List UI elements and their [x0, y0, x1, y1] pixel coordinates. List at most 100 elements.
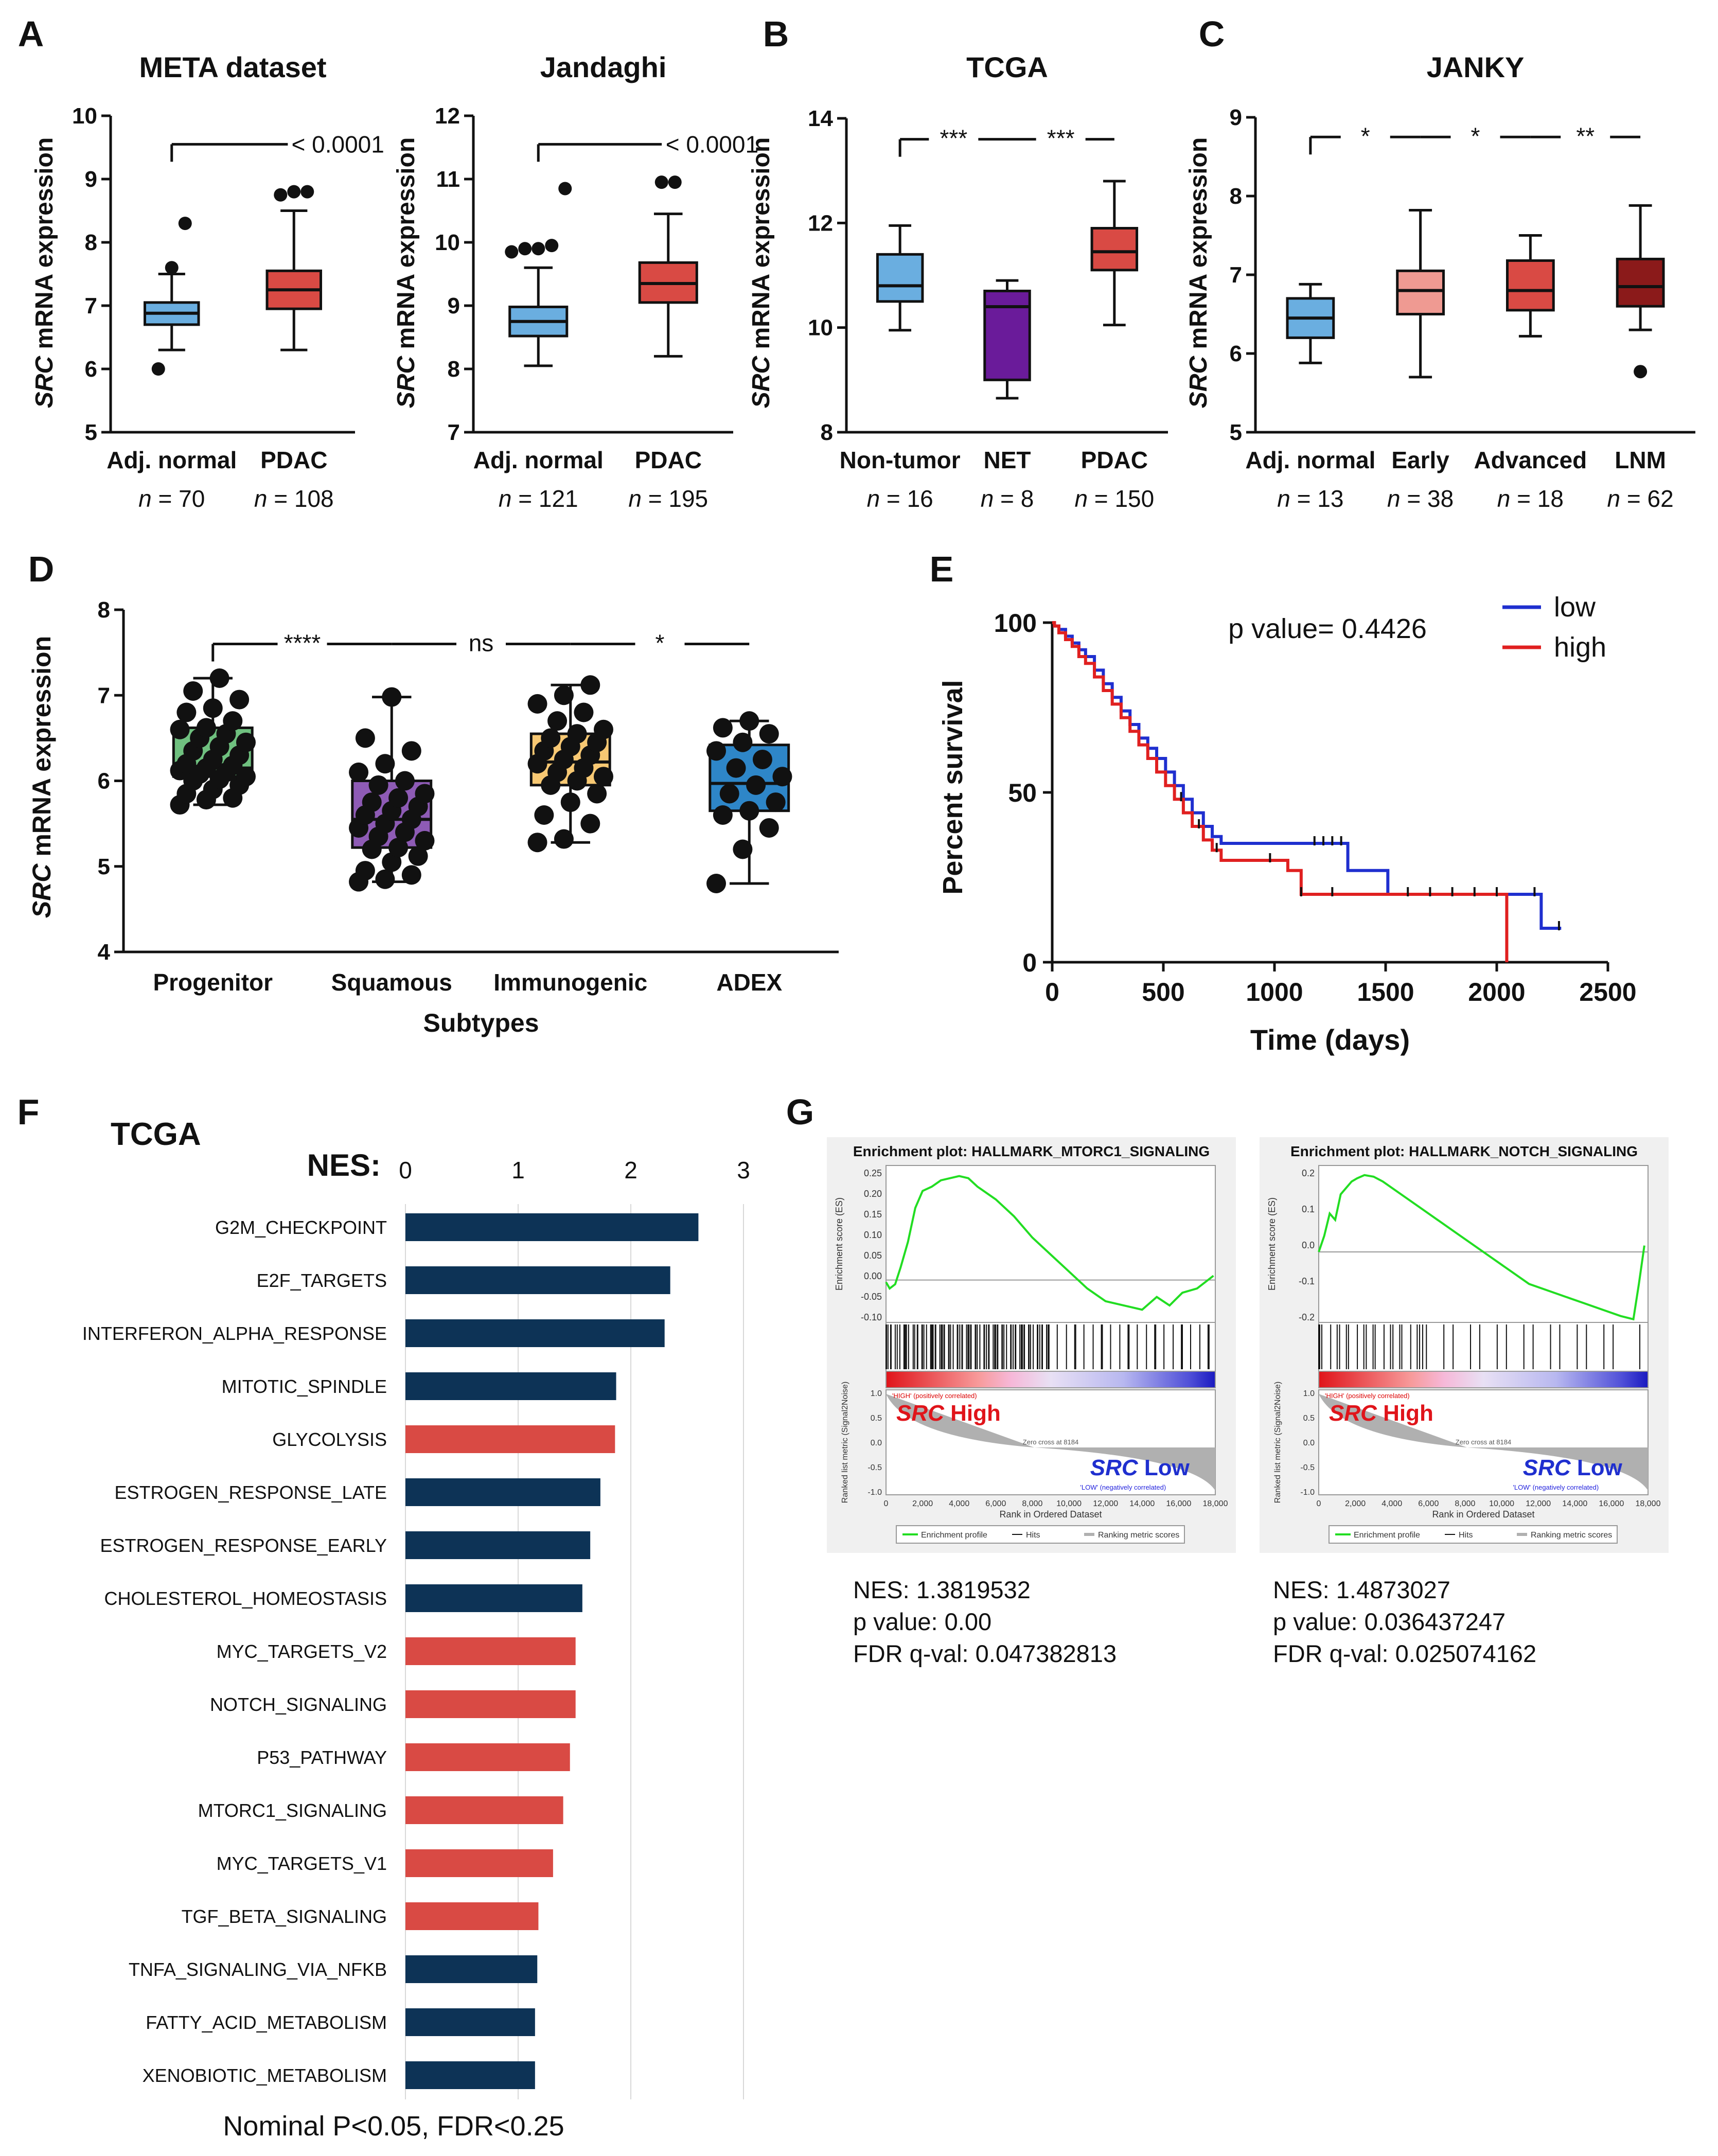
es-tick-label: 0.15: [864, 1209, 882, 1220]
data-point: [560, 792, 580, 812]
x-tick-label: Progenitor: [153, 969, 273, 996]
y-tick-label: 8: [1230, 184, 1242, 209]
outlier-point: [532, 242, 545, 256]
x-tick-label: 2500: [1579, 978, 1636, 1006]
data-point: [355, 861, 375, 881]
panel-letter-d: D: [28, 549, 55, 589]
es-tick-label: 0.05: [864, 1250, 882, 1261]
category-label: MYC_TARGETS_V2: [217, 1641, 387, 1662]
legend-label-profile: Enrichment profile: [1354, 1531, 1420, 1540]
legend-label-profile: Enrichment profile: [921, 1531, 987, 1540]
x-tick-label: 2000: [1468, 978, 1525, 1006]
metric-tick-label: -1.0: [867, 1488, 882, 1497]
y-axis-label: Percent survival: [937, 680, 968, 894]
enrichment-plot-title: Enrichment plot: HALLMARK_NOTCH_SIGNALIN…: [1290, 1143, 1638, 1159]
data-point: [759, 818, 779, 838]
data-point: [746, 775, 766, 795]
src-low-label: SRC Low: [1523, 1455, 1623, 1480]
data-point: [534, 805, 554, 825]
y-tick-label: 12: [435, 103, 460, 129]
y-tick-label: 8: [98, 597, 110, 623]
significance-label: ***: [1047, 125, 1075, 152]
outlier-point: [274, 188, 288, 202]
survival-curve-low: [1052, 621, 1562, 930]
metric-tick-label: -0.5: [867, 1463, 882, 1472]
significance-label: < 0.0001: [292, 131, 384, 157]
x-tick-label: Advanced: [1474, 447, 1587, 473]
rank-axis-label: Rank in Ordered Dataset: [999, 1509, 1102, 1519]
data-point: [209, 668, 229, 688]
outlier-point: [545, 239, 559, 253]
data-point: [395, 771, 415, 791]
es-tick-label: -0.1: [1299, 1276, 1315, 1286]
y-tick-label: 9: [1230, 105, 1242, 130]
data-point: [382, 687, 402, 707]
n-label: n = 150: [1074, 485, 1154, 512]
metric-area: [885, 1389, 1216, 1495]
rank-tick-label: 16,000: [1599, 1499, 1624, 1508]
significance-label: ns: [469, 630, 494, 657]
metric-tick-label: 0.0: [871, 1439, 882, 1447]
category-label: MITOTIC_SPINDLE: [222, 1376, 387, 1397]
es-axis-label: Enrichment score (ES): [834, 1197, 844, 1291]
category-label: ESTROGEN_RESPONSE_EARLY: [100, 1535, 387, 1556]
data-point: [719, 784, 739, 804]
panel-letter-b: B: [763, 14, 789, 54]
axis-label: NES:: [307, 1148, 381, 1182]
rank-tick-label: 6,000: [985, 1499, 1006, 1508]
category-label: INTERFERON_ALPHA_RESPONSE: [82, 1323, 387, 1344]
enrichment-plot-title: Enrichment plot: HALLMARK_MTORC1_SIGNALI…: [853, 1143, 1210, 1159]
g2-pvalue: p value: 0.036437247: [1273, 1608, 1506, 1635]
bar: [405, 2061, 535, 2089]
chart-title: TCGA: [111, 1117, 201, 1152]
data-point: [401, 741, 421, 761]
es-tick-label: 0.2: [1302, 1168, 1315, 1178]
y-tick-label: 6: [85, 357, 97, 382]
data-point: [593, 767, 613, 787]
rank-tick-label: 14,000: [1129, 1499, 1155, 1508]
data-point: [739, 711, 759, 731]
positive-correlation-label: 'HIGH' (positively correlated): [1325, 1392, 1410, 1400]
data-point: [587, 784, 607, 804]
n-label: n = 38: [1387, 485, 1454, 512]
box-1: [1396, 269, 1445, 315]
bar: [405, 1478, 600, 1506]
y-tick-label: 7: [1230, 262, 1242, 288]
rank-tick-label: 12,000: [1093, 1499, 1118, 1508]
g1-nes: NES: 1.3819532: [853, 1576, 1031, 1603]
y-tick-label: 10: [72, 103, 97, 129]
outlier-point: [287, 185, 301, 199]
category-label: CHOLESTEROL_HOMEOSTASIS: [104, 1588, 387, 1609]
data-point: [203, 698, 223, 718]
data-point: [580, 675, 600, 695]
src-high-label: SRC High: [1329, 1401, 1433, 1426]
y-axis-label: SRC mRNA expression: [393, 137, 420, 408]
x-tick-label: Non-tumor: [840, 447, 961, 473]
y-tick-label: 10: [435, 230, 460, 255]
bar: [405, 1213, 699, 1241]
outlier-point: [668, 175, 682, 189]
positive-correlation-label: 'HIGH' (positively correlated): [892, 1392, 977, 1400]
legend-label-hits: Hits: [1459, 1531, 1473, 1540]
rank-tick-label: 18,000: [1636, 1499, 1661, 1508]
bar: [405, 1796, 563, 1824]
data-point: [766, 792, 786, 812]
y-axis-label: SRC mRNA expression: [1185, 137, 1212, 408]
src-low-label: SRC Low: [1090, 1455, 1190, 1480]
src-high-label: SRC High: [896, 1401, 1001, 1426]
category-label: NOTCH_SIGNALING: [210, 1694, 387, 1715]
significance-label: *: [656, 630, 665, 657]
es-tick-label: 0.00: [864, 1271, 882, 1281]
es-tick-label: 0.20: [864, 1189, 882, 1199]
es-tick-label: 0.1: [1302, 1204, 1315, 1214]
metric-tick-label: -1.0: [1300, 1488, 1315, 1497]
x-tick-label: 1000: [1246, 978, 1303, 1006]
outlier-point: [518, 242, 532, 256]
y-tick-label: 4: [98, 940, 111, 965]
x-tick-label: Adj. normal: [107, 447, 237, 473]
data-point: [541, 728, 561, 748]
y-tick-label: 9: [448, 293, 460, 319]
n-label: n = 16: [867, 485, 933, 512]
metric-area: [1318, 1389, 1649, 1495]
legend-label-metric: Ranking metric scores: [1531, 1531, 1612, 1540]
